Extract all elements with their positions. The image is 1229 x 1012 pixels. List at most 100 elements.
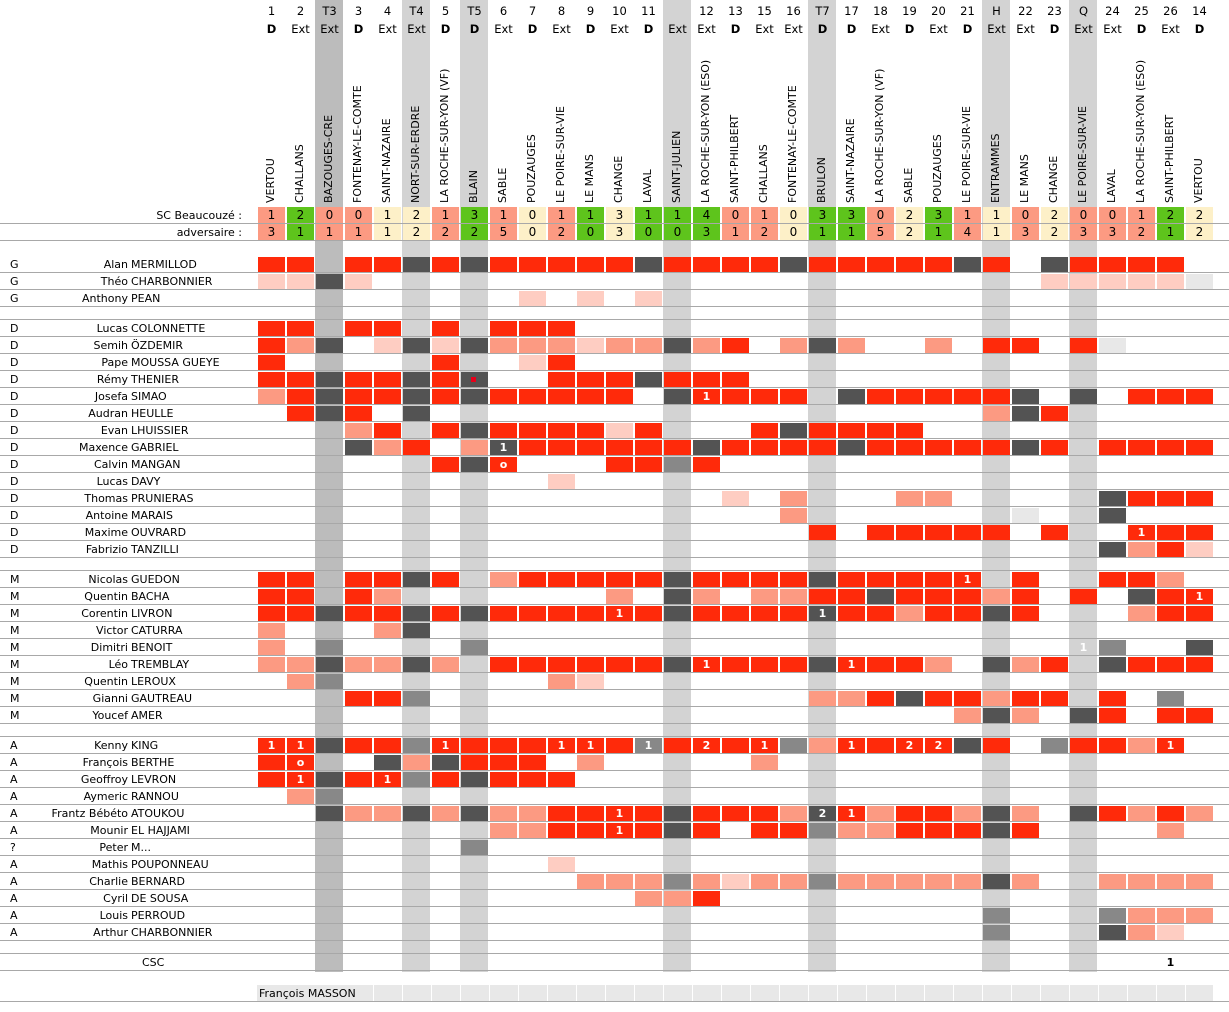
opponent-name[interactable]: BRULON — [808, 20, 836, 205]
appearance-cell[interactable] — [954, 257, 981, 272]
player-last-name[interactable]: MOUSSA GUEYE — [131, 356, 220, 369]
appearance-cell[interactable] — [287, 572, 314, 587]
player-last-name[interactable]: RANNOU — [131, 790, 179, 803]
appearance-cell[interactable] — [925, 440, 952, 455]
appearance-cell[interactable] — [664, 572, 691, 587]
appearance-cell[interactable] — [519, 572, 546, 587]
appearance-cell[interactable] — [490, 457, 517, 472]
appearance-cell[interactable] — [374, 606, 401, 621]
appearance-cell[interactable] — [896, 525, 923, 540]
player-last-name[interactable]: MERMILLOD — [131, 258, 197, 271]
appearance-cell[interactable] — [490, 738, 517, 753]
appearance-cell[interactable] — [1128, 542, 1155, 557]
appearance-cell[interactable] — [403, 755, 430, 770]
appearance-cell[interactable] — [983, 589, 1010, 604]
appearance-cell[interactable] — [432, 738, 459, 753]
appearance-cell[interactable] — [1012, 440, 1039, 455]
player-last-name[interactable]: MARAIS — [131, 509, 173, 522]
appearance-cell[interactable] — [693, 257, 720, 272]
appearance-cell[interactable] — [896, 691, 923, 706]
appearance-cell[interactable] — [1186, 640, 1213, 655]
appearance-cell[interactable] — [606, 372, 633, 387]
appearance-cell[interactable] — [461, 423, 488, 438]
appearance-cell[interactable] — [461, 457, 488, 472]
appearance-cell[interactable] — [896, 657, 923, 672]
appearance-cell[interactable] — [635, 738, 662, 753]
appearance-cell[interactable] — [432, 755, 459, 770]
appearance-cell[interactable] — [954, 389, 981, 404]
appearance-cell[interactable] — [867, 389, 894, 404]
appearance-cell[interactable] — [1157, 606, 1184, 621]
appearance-cell[interactable] — [1157, 691, 1184, 706]
appearance-cell[interactable] — [345, 606, 372, 621]
appearance-cell[interactable] — [1041, 274, 1068, 289]
appearance-cell[interactable] — [722, 338, 749, 353]
appearance-cell[interactable] — [983, 806, 1010, 821]
appearance-cell[interactable] — [954, 589, 981, 604]
opponent-name[interactable]: LA ROCHE-SUR-YON (ESO) — [1127, 20, 1155, 205]
appearance-cell[interactable] — [577, 606, 604, 621]
appearance-cell[interactable] — [432, 423, 459, 438]
appearance-cell[interactable] — [1012, 389, 1039, 404]
appearance-cell[interactable] — [490, 257, 517, 272]
appearance-cell[interactable] — [403, 772, 430, 787]
opponent-name[interactable]: CHANGE — [1040, 20, 1068, 205]
appearance-cell[interactable] — [1099, 908, 1126, 923]
appearance-cell[interactable] — [693, 806, 720, 821]
appearance-cell[interactable] — [287, 674, 314, 689]
appearance-cell[interactable] — [1099, 257, 1126, 272]
appearance-cell[interactable] — [316, 806, 343, 821]
appearance-cell[interactable] — [1128, 525, 1155, 540]
appearance-cell[interactable] — [345, 321, 372, 336]
appearance-cell[interactable] — [374, 623, 401, 638]
appearance-cell[interactable] — [1012, 874, 1039, 889]
appearance-cell[interactable] — [490, 823, 517, 838]
appearance-cell[interactable] — [1128, 589, 1155, 604]
appearance-cell[interactable] — [1012, 806, 1039, 821]
appearance-cell[interactable] — [925, 657, 952, 672]
appearance-cell[interactable] — [490, 572, 517, 587]
appearance-cell[interactable] — [345, 389, 372, 404]
appearance-cell[interactable] — [896, 738, 923, 753]
appearance-cell[interactable] — [1099, 738, 1126, 753]
appearance-cell[interactable] — [780, 508, 807, 523]
appearance-cell[interactable] — [432, 772, 459, 787]
appearance-cell[interactable] — [983, 389, 1010, 404]
appearance-cell[interactable] — [287, 372, 314, 387]
opponent-name[interactable]: LE POIRE-SUR-VIE — [953, 20, 981, 205]
appearance-cell[interactable] — [780, 874, 807, 889]
appearance-cell[interactable] — [606, 572, 633, 587]
appearance-cell[interactable] — [345, 772, 372, 787]
appearance-cell[interactable] — [1157, 257, 1184, 272]
appearance-cell[interactable] — [461, 606, 488, 621]
appearance-cell[interactable] — [606, 738, 633, 753]
appearance-cell[interactable] — [664, 806, 691, 821]
appearance-cell[interactable] — [1099, 925, 1126, 940]
appearance-cell[interactable] — [548, 738, 575, 753]
appearance-cell[interactable] — [838, 338, 865, 353]
appearance-cell[interactable] — [258, 338, 285, 353]
player-last-name[interactable]: COLONNETTE — [131, 322, 206, 335]
appearance-cell[interactable] — [983, 925, 1010, 940]
appearance-cell[interactable] — [345, 406, 372, 421]
appearance-cell[interactable] — [403, 257, 430, 272]
opponent-name[interactable]: CHANGE — [605, 20, 633, 205]
appearance-cell[interactable] — [519, 355, 546, 370]
opponent-name[interactable]: SABLE — [489, 20, 517, 205]
opponent-name[interactable]: FONTENAY-LE-COMTE — [779, 20, 807, 205]
appearance-cell[interactable] — [345, 257, 372, 272]
appearance-cell[interactable] — [1099, 691, 1126, 706]
appearance-cell[interactable] — [577, 823, 604, 838]
player-last-name[interactable]: BACHA — [131, 590, 170, 603]
appearance-cell[interactable] — [751, 440, 778, 455]
appearance-cell[interactable] — [287, 772, 314, 787]
appearance-cell[interactable] — [287, 274, 314, 289]
appearance-cell[interactable] — [606, 874, 633, 889]
appearance-cell[interactable] — [345, 738, 372, 753]
appearance-cell[interactable] — [432, 572, 459, 587]
appearance-cell[interactable] — [983, 874, 1010, 889]
appearance-cell[interactable] — [838, 806, 865, 821]
appearance-cell[interactable] — [1157, 542, 1184, 557]
appearance-cell[interactable] — [664, 457, 691, 472]
player-last-name[interactable]: OUVRARD — [131, 526, 187, 539]
